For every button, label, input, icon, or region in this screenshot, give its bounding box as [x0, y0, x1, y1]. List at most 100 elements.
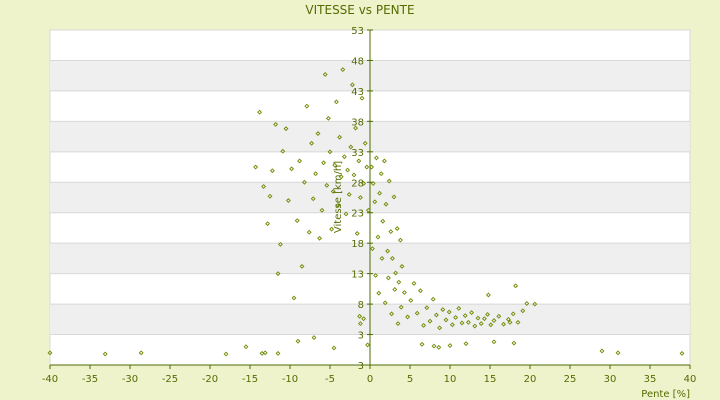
- data-point: [496, 313, 502, 319]
- data-point: [301, 179, 307, 185]
- data-point: [397, 237, 403, 243]
- y-axis-label: Vitesse [km/h]: [333, 161, 344, 233]
- data-point: [269, 168, 275, 174]
- x-tick-label: 25: [564, 374, 577, 385]
- x-tick-label: -20: [202, 374, 218, 385]
- data-point: [447, 343, 453, 348]
- data-point: [322, 72, 328, 77]
- data-point: [511, 340, 517, 346]
- data-point: [330, 188, 336, 194]
- y-tick-label: 53: [351, 26, 364, 37]
- data-point: [505, 316, 511, 322]
- data-point: [359, 95, 365, 101]
- data-point: [381, 158, 387, 164]
- data-point: [389, 311, 395, 317]
- data-point: [285, 198, 291, 203]
- y-tick-label: 23: [351, 209, 364, 220]
- data-point: [373, 155, 379, 161]
- data-point: [513, 283, 519, 289]
- data-point: [299, 263, 305, 269]
- data-point: [463, 341, 469, 347]
- data-point: [383, 201, 389, 207]
- data-point: [446, 309, 452, 315]
- x-tick-label: -5: [325, 374, 335, 385]
- data-point: [365, 342, 371, 348]
- data-point: [275, 271, 281, 277]
- data-point: [388, 229, 394, 235]
- data-point: [382, 300, 388, 306]
- data-point: [329, 226, 335, 232]
- y-tick-label: 48: [351, 56, 364, 67]
- chart-title: VITESSE vs PENTE: [305, 3, 414, 17]
- data-point: [475, 315, 481, 321]
- data-point: [478, 321, 484, 327]
- x-tick-label: 15: [484, 374, 497, 385]
- data-point: [411, 280, 417, 286]
- data-point: [304, 103, 310, 109]
- data-point: [379, 255, 385, 261]
- data-point: [456, 305, 462, 311]
- data-point: [313, 171, 319, 177]
- data-point: [345, 167, 351, 173]
- data-point: [362, 140, 368, 146]
- x-tick-label: 35: [644, 374, 657, 385]
- data-point: [501, 321, 507, 327]
- data-point: [309, 140, 315, 146]
- data-point: [243, 344, 249, 350]
- data-point: [295, 338, 301, 344]
- data-point: [491, 339, 497, 345]
- data-point: [257, 109, 263, 115]
- data-point: [261, 184, 267, 189]
- data-point: [393, 270, 399, 276]
- data-point: [462, 313, 468, 319]
- data-point: [481, 316, 487, 322]
- data-point: [319, 207, 325, 213]
- scatter-points: [47, 67, 685, 357]
- data-point: [417, 288, 423, 294]
- data-point: [532, 301, 538, 307]
- data-point: [510, 311, 516, 317]
- data-point: [485, 312, 491, 317]
- data-point: [369, 246, 375, 252]
- data-point: [507, 319, 513, 325]
- data-point: [377, 190, 383, 196]
- y-tick-label: 3: [358, 331, 364, 342]
- data-point: [391, 194, 397, 200]
- data-point: [311, 335, 317, 341]
- data-point: [436, 344, 442, 350]
- data-point: [430, 296, 436, 302]
- data-point: [433, 312, 439, 318]
- data-point: [280, 148, 286, 154]
- x-tick-label: 20: [524, 374, 537, 385]
- data-point: [357, 313, 363, 319]
- data-point: [332, 162, 338, 168]
- data-point: [349, 82, 355, 88]
- x-tick-label: 30: [604, 374, 617, 385]
- x-tick-label: -30: [122, 374, 138, 385]
- x-tick-label: 10: [444, 374, 457, 385]
- data-point: [472, 323, 478, 329]
- data-point: [488, 322, 494, 328]
- data-point: [337, 134, 343, 140]
- data-point: [356, 158, 362, 164]
- data-point: [354, 230, 360, 236]
- y-tick-label: 13: [351, 270, 364, 281]
- data-point: [357, 195, 363, 200]
- data-point: [431, 343, 437, 349]
- data-point: [289, 166, 295, 172]
- x-tick-label: 40: [684, 374, 697, 385]
- data-point: [343, 211, 349, 217]
- data-point: [427, 318, 433, 324]
- data-point: [443, 317, 449, 323]
- data-point: [485, 292, 491, 298]
- x-axis-label: Pente [%]: [641, 389, 690, 400]
- data-point: [315, 131, 321, 136]
- data-point: [353, 125, 359, 131]
- data-point: [327, 149, 333, 155]
- data-point: [102, 351, 108, 357]
- data-point: [389, 255, 395, 261]
- data-point: [375, 234, 381, 240]
- data-point: [373, 273, 379, 278]
- data-point: [306, 229, 312, 235]
